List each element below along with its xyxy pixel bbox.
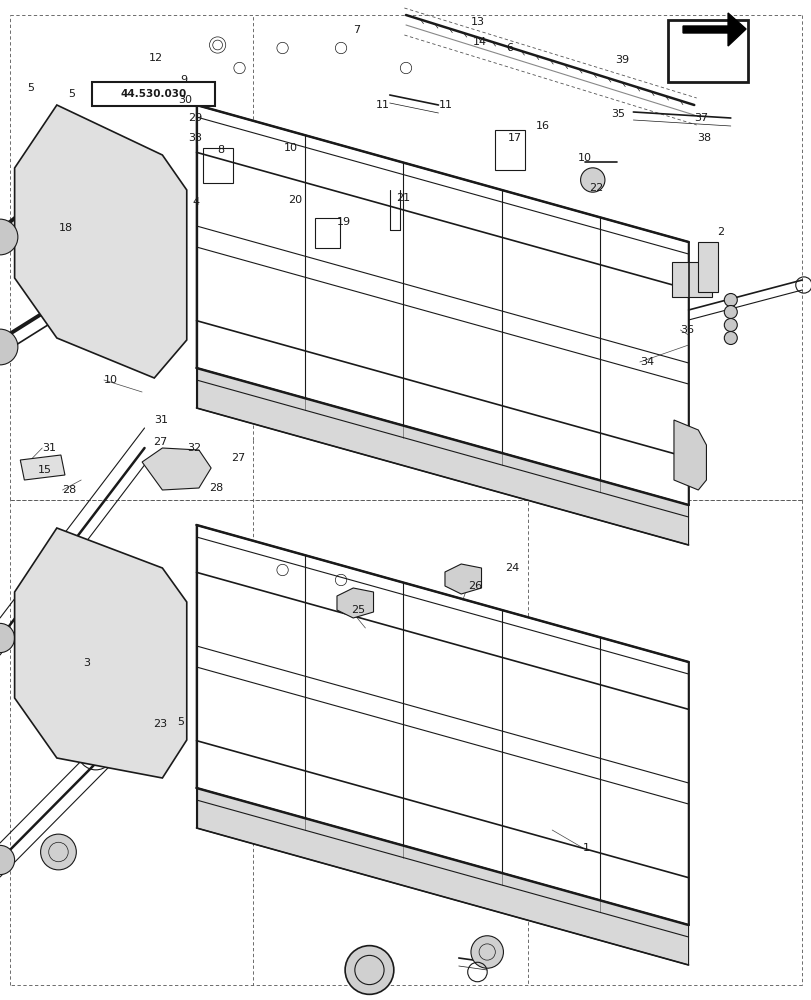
Polygon shape xyxy=(20,455,65,480)
Text: 10: 10 xyxy=(577,153,591,163)
Text: 22: 22 xyxy=(588,183,603,193)
Text: 12: 12 xyxy=(148,53,162,63)
Text: 5: 5 xyxy=(27,83,34,93)
Text: 10: 10 xyxy=(284,143,298,153)
Circle shape xyxy=(723,294,736,306)
Text: 38: 38 xyxy=(696,133,710,143)
Text: 9: 9 xyxy=(180,75,187,85)
Text: 28: 28 xyxy=(62,485,77,495)
Text: 39: 39 xyxy=(615,55,629,65)
Circle shape xyxy=(723,319,736,331)
Circle shape xyxy=(0,623,15,653)
Text: 5: 5 xyxy=(177,717,184,727)
Text: 8: 8 xyxy=(217,145,225,155)
Text: 3: 3 xyxy=(83,658,90,668)
Bar xyxy=(203,148,233,183)
Bar xyxy=(495,130,525,170)
Polygon shape xyxy=(337,588,373,618)
Circle shape xyxy=(0,845,15,875)
Text: 14: 14 xyxy=(472,37,486,47)
Circle shape xyxy=(723,306,736,318)
Text: 31: 31 xyxy=(42,443,56,453)
Circle shape xyxy=(345,946,393,994)
Text: 36: 36 xyxy=(680,325,693,335)
Polygon shape xyxy=(15,105,187,378)
Text: 1: 1 xyxy=(582,843,590,853)
Text: 27: 27 xyxy=(152,437,167,447)
Polygon shape xyxy=(196,368,688,545)
Bar xyxy=(697,242,718,292)
Text: 11: 11 xyxy=(375,100,389,110)
Text: 4: 4 xyxy=(192,197,200,207)
Text: 10: 10 xyxy=(104,375,118,385)
Polygon shape xyxy=(196,525,688,925)
Text: 21: 21 xyxy=(396,193,410,203)
Polygon shape xyxy=(196,788,688,965)
Circle shape xyxy=(470,936,503,968)
Bar xyxy=(672,262,711,297)
Polygon shape xyxy=(196,105,688,505)
Circle shape xyxy=(723,332,736,344)
Bar xyxy=(667,20,747,82)
Text: 23: 23 xyxy=(152,719,166,729)
Bar xyxy=(315,218,340,248)
Text: 32: 32 xyxy=(187,443,200,453)
Text: 34: 34 xyxy=(639,357,653,367)
Circle shape xyxy=(0,329,18,365)
Text: 16: 16 xyxy=(535,121,549,131)
Text: 5: 5 xyxy=(68,89,75,99)
Circle shape xyxy=(580,168,604,192)
Text: 2: 2 xyxy=(716,227,723,237)
Polygon shape xyxy=(444,564,481,594)
Text: 6: 6 xyxy=(505,43,513,53)
Text: 11: 11 xyxy=(438,100,452,110)
Text: 25: 25 xyxy=(350,605,364,615)
Polygon shape xyxy=(142,448,211,490)
Text: 27: 27 xyxy=(231,453,246,463)
Circle shape xyxy=(0,219,18,255)
Text: 13: 13 xyxy=(470,17,484,27)
Text: 33: 33 xyxy=(188,133,202,143)
Text: 24: 24 xyxy=(504,563,519,573)
Text: 37: 37 xyxy=(693,113,707,123)
Text: 31: 31 xyxy=(154,415,168,425)
Text: 30: 30 xyxy=(178,95,192,105)
Polygon shape xyxy=(673,420,706,490)
Circle shape xyxy=(41,834,76,870)
Text: 35: 35 xyxy=(611,109,624,119)
Text: 19: 19 xyxy=(337,217,350,227)
Text: 17: 17 xyxy=(507,133,521,143)
Text: 18: 18 xyxy=(59,223,73,233)
Polygon shape xyxy=(682,13,745,46)
Text: 44.530.030: 44.530.030 xyxy=(120,89,187,99)
Text: 15: 15 xyxy=(38,465,52,475)
Polygon shape xyxy=(15,528,187,778)
Text: 29: 29 xyxy=(188,113,203,123)
Text: 20: 20 xyxy=(288,195,302,205)
Text: 28: 28 xyxy=(209,483,224,493)
Text: 7: 7 xyxy=(353,25,360,35)
Text: 26: 26 xyxy=(467,581,481,591)
Bar xyxy=(92,82,215,106)
